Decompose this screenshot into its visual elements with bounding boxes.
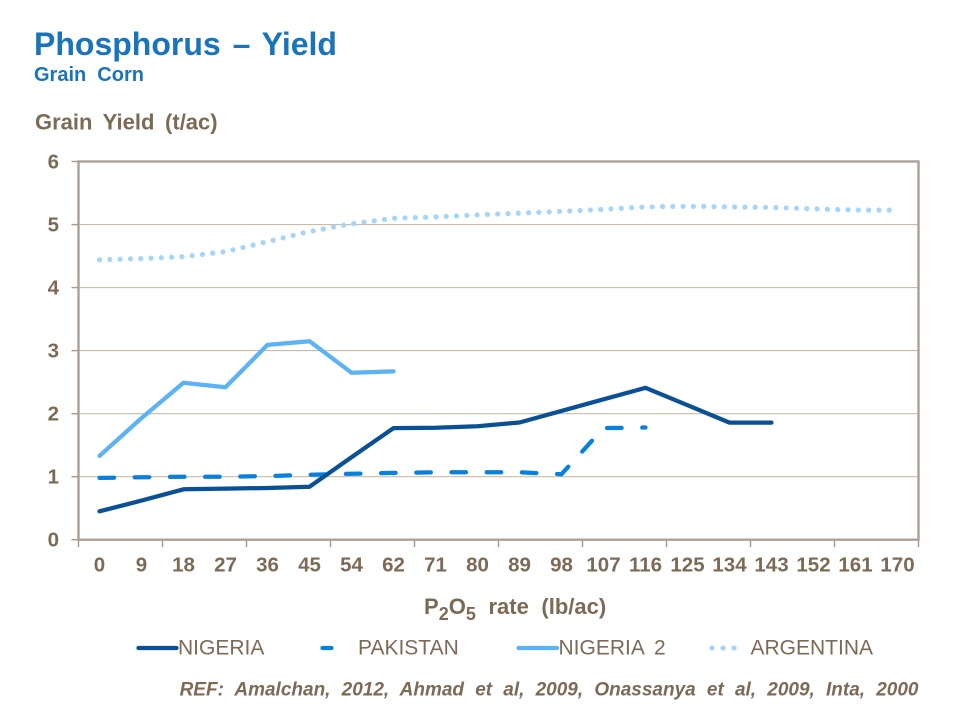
svg-text:71: 71	[424, 554, 447, 577]
svg-text:6: 6	[48, 151, 59, 174]
svg-text:0: 0	[94, 554, 105, 577]
svg-text:3: 3	[48, 340, 59, 363]
svg-text:36: 36	[256, 554, 279, 577]
svg-text:ARGENTINA: ARGENTINA	[751, 637, 874, 660]
svg-text:2: 2	[48, 403, 59, 426]
svg-text:98: 98	[550, 554, 573, 577]
svg-text:9: 9	[136, 554, 147, 577]
svg-text:18: 18	[172, 554, 195, 577]
svg-text:PAKISTAN: PAKISTAN	[358, 637, 459, 660]
svg-text:NIGERIA: NIGERIA	[178, 637, 264, 660]
svg-text:107: 107	[586, 554, 620, 577]
svg-text:54: 54	[340, 554, 363, 577]
svg-text:0: 0	[48, 529, 59, 552]
svg-text:5: 5	[48, 214, 59, 237]
svg-text:152: 152	[796, 554, 830, 577]
svg-text:143: 143	[754, 554, 788, 577]
svg-text:Grain Yield (t/ac): Grain Yield (t/ac)	[35, 110, 218, 135]
svg-text:REF: Amalchan, 2012, Ahmad et: REF: Amalchan, 2012, Ahmad et al, 2009, …	[180, 680, 919, 701]
svg-text:170: 170	[880, 554, 914, 577]
svg-text:62: 62	[382, 554, 405, 577]
svg-text:Phosphorus – Yield: Phosphorus – Yield	[34, 26, 337, 62]
svg-text:P2O5 rate (lb/ac): P2O5 rate (lb/ac)	[424, 594, 606, 624]
svg-text:89: 89	[508, 554, 531, 577]
svg-text:4: 4	[48, 277, 60, 300]
svg-text:45: 45	[298, 554, 321, 577]
svg-text:80: 80	[466, 554, 489, 577]
svg-text:161: 161	[838, 554, 872, 577]
svg-text:Grain Corn: Grain Corn	[34, 64, 144, 86]
svg-text:116: 116	[629, 554, 662, 577]
svg-text:125: 125	[670, 554, 704, 577]
svg-text:134: 134	[712, 554, 747, 577]
svg-text:1: 1	[48, 466, 59, 489]
svg-text:27: 27	[214, 554, 237, 577]
svg-text:NIGERIA 2: NIGERIA 2	[559, 637, 666, 660]
